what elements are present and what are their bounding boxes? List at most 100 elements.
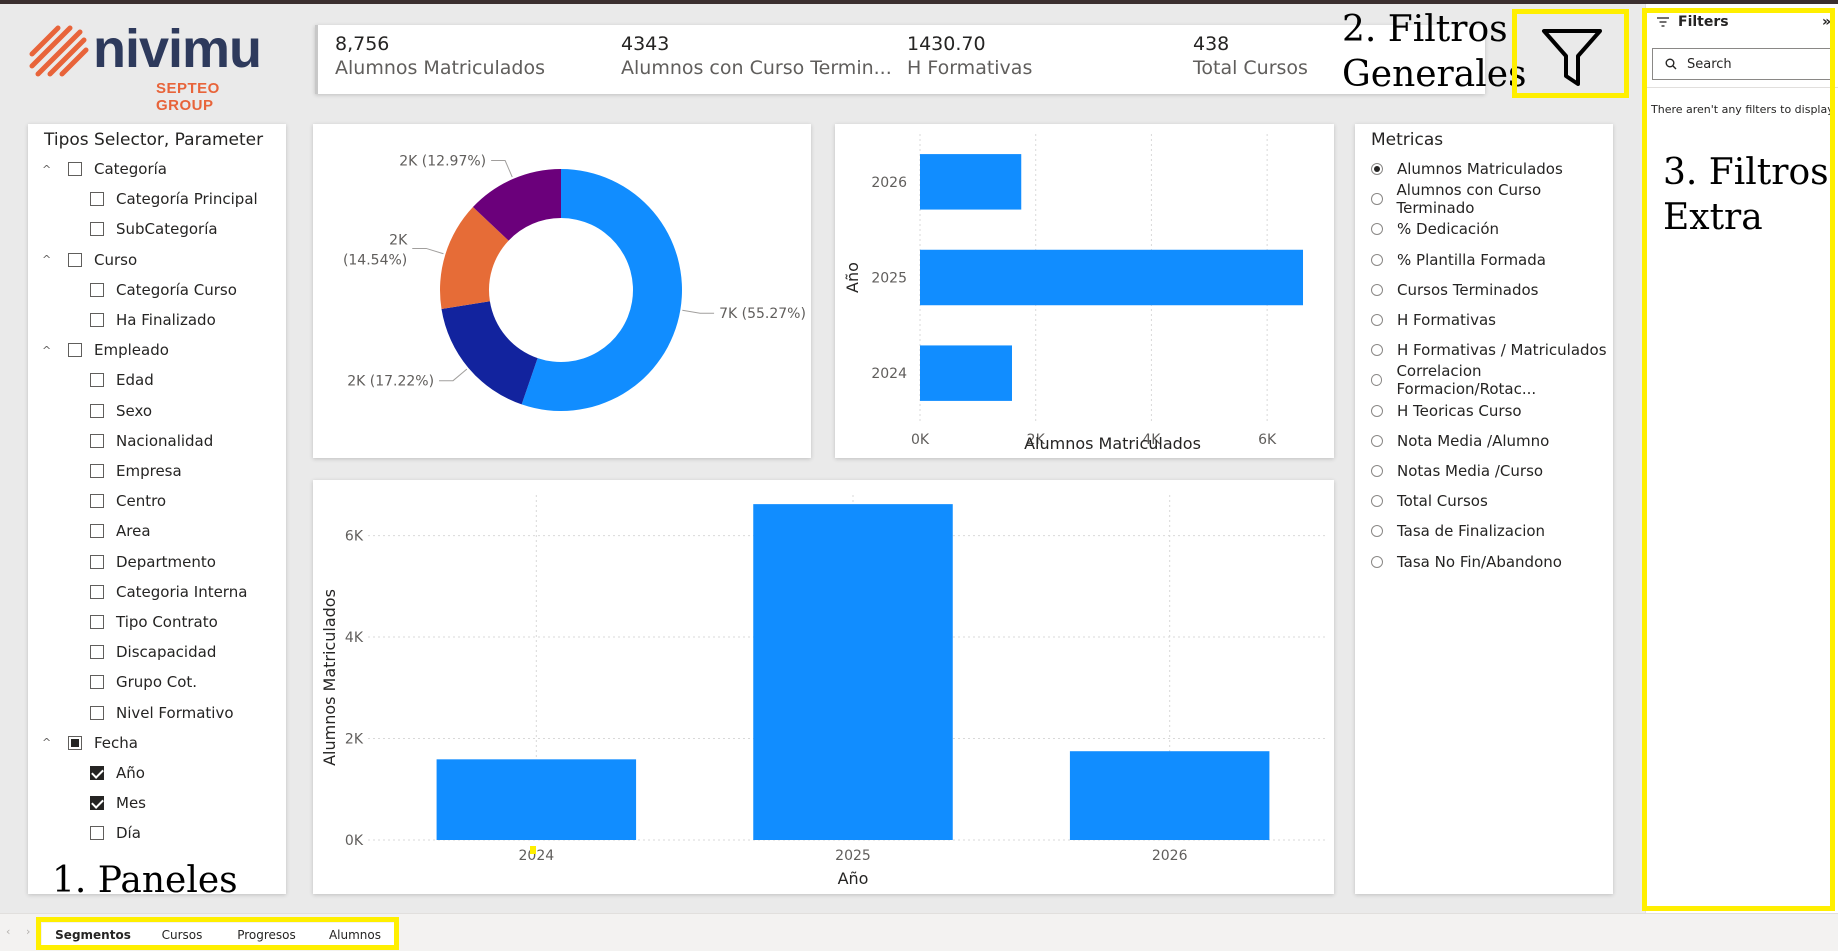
selector-item-tipo-contrato[interactable]: Tipo Contrato	[90, 607, 218, 637]
metric-option-alumnos-matriculados[interactable]: Alumnos Matriculados	[1371, 154, 1563, 184]
metric-option-alumnos-con-curso-terminado[interactable]: Alumnos con Curso Terminado	[1371, 181, 1613, 217]
checkbox[interactable]	[90, 403, 104, 418]
bar[interactable]	[920, 154, 1022, 210]
checkbox[interactable]	[90, 222, 104, 237]
bar[interactable]	[920, 345, 1012, 401]
radio-button[interactable]	[1371, 374, 1383, 387]
checkbox[interactable]	[90, 524, 104, 539]
radio-button[interactable]	[1371, 525, 1383, 538]
bar[interactable]	[436, 759, 637, 840]
checkbox[interactable]	[68, 252, 82, 267]
selector-item-categoria[interactable]: ^ Categoría	[42, 154, 167, 184]
checkbox[interactable]	[90, 796, 104, 811]
checkbox[interactable]	[90, 766, 104, 780]
checkbox[interactable]	[90, 282, 104, 297]
selector-item-fecha[interactable]: ^ Fecha	[42, 728, 138, 758]
selector-item-subcategoria[interactable]: SubCategoría	[90, 214, 218, 244]
kpi-card[interactable]: 8,756 Alumnos Matriculados 4343 Alumnos …	[315, 25, 1485, 94]
metric-option-h-formativas[interactable]: H Formativas	[1371, 305, 1496, 335]
selector-item-sexo[interactable]: Sexo	[90, 396, 152, 426]
metric-option-tasa-de-finalizacion[interactable]: Tasa de Finalizacion	[1371, 516, 1545, 546]
checkbox[interactable]	[90, 554, 104, 569]
radio-button[interactable]	[1371, 314, 1383, 326]
checkbox[interactable]	[68, 343, 82, 358]
vertical-bar-chart[interactable]: 0K 2K 4K 6K 2024 2025 2026 Año Alumnos Matricula…	[313, 480, 1334, 894]
bar[interactable]	[920, 249, 1304, 306]
radio-button[interactable]	[1371, 163, 1383, 175]
donut-slice[interactable]	[441, 301, 538, 405]
radio-button[interactable]	[1371, 193, 1383, 206]
checkbox[interactable]	[90, 705, 104, 720]
donut-slice[interactable]	[440, 207, 509, 310]
checkbox[interactable]	[90, 373, 104, 388]
selector-item-edad[interactable]: Edad	[90, 365, 154, 395]
metric-option-nota-media-alumno[interactable]: Nota Media /Alumno	[1371, 426, 1549, 456]
radio-button[interactable]	[1371, 283, 1383, 296]
checkbox[interactable]	[90, 313, 104, 327]
hbar-chart-card[interactable]: 0K 2K 4K 6K 2026 2025 2024 Alumnos Matriculados…	[835, 124, 1334, 458]
radio-button[interactable]	[1371, 465, 1383, 477]
chevron-up-icon[interactable]: ^	[42, 253, 52, 267]
donut-chart-card[interactable]: 7K (55.27%) 2K (17.22%) 2K (14.54%) 2K (12.9…	[313, 124, 811, 458]
metric-option-notas-media-curso[interactable]: Notas Media /Curso	[1371, 456, 1543, 486]
selector-item-nacionalidad[interactable]: Nacionalidad	[90, 426, 213, 456]
tab-next-icon[interactable]: ›	[26, 925, 31, 938]
selector-item-categoria-interna[interactable]: Categoria Interna	[90, 577, 247, 607]
chevron-up-icon[interactable]: ^	[42, 343, 52, 357]
radio-button[interactable]	[1371, 223, 1383, 236]
radio-button[interactable]	[1371, 404, 1383, 417]
bar[interactable]	[753, 504, 953, 840]
selector-item-centro[interactable]: Centro	[90, 486, 166, 516]
selector-item-ha-finalizado[interactable]: Ha Finalizado	[90, 305, 216, 335]
filter-funnel-button[interactable]	[1540, 26, 1604, 92]
chevron-up-icon[interactable]: ^	[42, 736, 52, 750]
selector-item-nivel-formativo[interactable]: Nivel Formativo	[90, 698, 234, 728]
selector-item-empleado[interactable]: ^ Empleado	[42, 335, 169, 365]
vbar-chart-card[interactable]: 0K 2K 4K 6K 2024 2025 2026 Año Alumnos Matricula…	[313, 480, 1334, 894]
checkbox[interactable]	[90, 826, 104, 841]
metric-option-cursos-terminados[interactable]: Cursos Terminados	[1371, 275, 1538, 305]
checkbox[interactable]	[90, 615, 104, 629]
selector-item-curso[interactable]: ^ Curso	[42, 245, 137, 275]
metric-option-correlacion-formacion-rotac[interactable]: Correlacion Formacion/Rotac...	[1371, 362, 1613, 398]
tab-progresos[interactable]: Progresos	[220, 923, 314, 947]
checkbox[interactable]	[90, 645, 104, 660]
metric-option-h-formativas-matriculados[interactable]: H Formativas / Matriculados	[1371, 335, 1607, 365]
donut-chart[interactable]: 7K (55.27%) 2K (17.22%) 2K (14.54%) 2K (12.9…	[313, 124, 811, 458]
selector-item-area[interactable]: Area	[90, 516, 151, 546]
selector-item-mes[interactable]: Mes	[90, 788, 146, 818]
selector-item-departmento[interactable]: Departmento	[90, 547, 216, 577]
tab-cursos[interactable]: Cursos	[144, 923, 221, 947]
horizontal-bar-chart[interactable]: 0K 2K 4K 6K 2026 2025 2024 Alumnos Matriculados…	[835, 124, 1334, 458]
metric-option-total-cursos[interactable]: Total Cursos	[1371, 486, 1488, 516]
metric-option-dedicacion[interactable]: % Dedicación	[1371, 214, 1499, 244]
checkbox[interactable]	[68, 735, 82, 750]
selector-item-empresa[interactable]: Empresa	[90, 456, 182, 486]
selector-item-grupo-cot[interactable]: Grupo Cot.	[90, 667, 197, 697]
checkbox[interactable]	[90, 494, 104, 509]
tab-alumnos[interactable]: Alumnos	[313, 923, 398, 947]
checkbox[interactable]	[68, 162, 82, 176]
checkbox[interactable]	[90, 433, 104, 448]
checkbox[interactable]	[90, 464, 104, 478]
radio-button[interactable]	[1371, 344, 1383, 357]
checkbox[interactable]	[90, 584, 104, 599]
checkbox[interactable]	[90, 192, 104, 207]
selector-item-categoria-principal[interactable]: Categoría Principal	[90, 184, 258, 214]
radio-button[interactable]	[1371, 434, 1383, 447]
tab-prev-icon[interactable]: ‹	[6, 925, 11, 938]
metric-option-plantilla-formada[interactable]: % Plantilla Formada	[1371, 245, 1546, 275]
checkbox[interactable]	[90, 675, 104, 690]
filters-search-box[interactable]: Search	[1652, 48, 1832, 80]
radio-button[interactable]	[1371, 495, 1383, 508]
selector-item-ano[interactable]: Año	[90, 758, 145, 788]
selector-item-discapacidad[interactable]: Discapacidad	[90, 637, 216, 667]
bar[interactable]	[1069, 751, 1270, 840]
metric-option-tasa-no-fin-abandono[interactable]: Tasa No Fin/Abandono	[1371, 547, 1562, 577]
selector-item-categoria-curso[interactable]: Categoría Curso	[90, 275, 237, 305]
radio-button[interactable]	[1371, 555, 1383, 568]
donut-slice[interactable]	[521, 169, 682, 411]
metric-option-h-teoricas-curso[interactable]: H Teoricas Curso	[1371, 396, 1522, 426]
collapse-pane-button[interactable]: »	[1822, 14, 1832, 30]
radio-button[interactable]	[1371, 253, 1383, 266]
